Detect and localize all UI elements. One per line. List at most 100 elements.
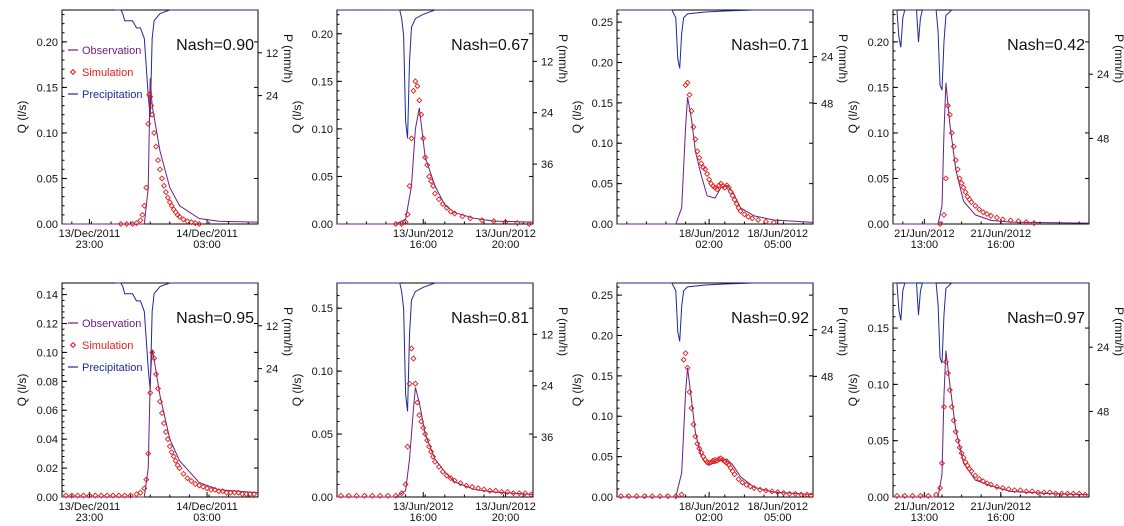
simulation-point <box>215 488 222 495</box>
simulation-point <box>729 192 736 199</box>
simulation-point <box>1031 220 1038 227</box>
simulation-point <box>987 481 995 488</box>
precipitation-line <box>617 9 813 69</box>
simulation-point <box>109 492 116 499</box>
simulation-point <box>725 184 732 191</box>
simulation-point <box>435 196 442 203</box>
simulation-point <box>909 492 916 499</box>
simulation-point <box>498 488 505 496</box>
simulation-point <box>968 199 975 206</box>
x-tick-label-date: 18/Jun/2012 <box>747 501 808 513</box>
simulation-point <box>657 493 664 500</box>
simulation-point <box>227 489 234 496</box>
simulation-point <box>223 489 230 496</box>
simulation-point <box>933 491 940 498</box>
y2-tick-label: 24 <box>1097 69 1109 81</box>
simulation-point <box>369 492 376 499</box>
simulation-point <box>443 472 450 479</box>
simulation-point <box>457 480 464 487</box>
simulation-point <box>684 79 691 86</box>
y2-tick-label: 12 <box>541 56 553 68</box>
simulation-point <box>713 457 720 464</box>
simulation-point <box>710 457 717 464</box>
simulation-point <box>422 154 429 161</box>
simulation-point <box>424 161 431 169</box>
plot-frame <box>616 9 814 225</box>
simulation-point <box>430 182 437 189</box>
x-tick-label-time: 13:00 <box>911 239 939 251</box>
observation-line <box>62 78 259 225</box>
precipitation-line <box>114 282 258 391</box>
simulation-point <box>412 380 419 387</box>
y2-tick-label: 24 <box>266 91 278 103</box>
simulation-point <box>942 358 949 365</box>
simulation-point <box>406 380 413 387</box>
simulation-point <box>141 202 148 209</box>
simulation-point <box>950 143 957 150</box>
simulation-point <box>727 188 734 195</box>
y-tick-label: 0.05 <box>312 429 333 441</box>
simulation-point <box>682 350 689 357</box>
simulation-point <box>698 449 705 456</box>
simulation-point <box>141 485 148 492</box>
simulation-point <box>426 173 433 180</box>
x-tick-label-time: 03:00 <box>193 239 221 251</box>
simulation-point <box>149 111 156 118</box>
simulation-point <box>962 189 969 196</box>
y-axis-label: Q (l/s) <box>15 374 29 407</box>
panel-3: 0.000.050.100.150.200.25244818/Jun/20120… <box>570 9 850 251</box>
simulation-point <box>755 216 762 223</box>
x-tick-label-time: 03:00 <box>193 512 221 524</box>
x-tick-label-date: 21/Jun/2012 <box>894 501 955 513</box>
y2-tick-label: 24 <box>266 364 278 376</box>
y-tick-label: 0.00 <box>868 219 889 231</box>
x-tick-label-time: 23:00 <box>76 512 104 524</box>
simulation-point <box>968 468 975 475</box>
y-tick-label: 0.10 <box>37 128 58 140</box>
simulation-point <box>649 493 656 500</box>
simulation-point <box>749 215 756 222</box>
simulation-point <box>184 475 191 482</box>
simulation-point <box>451 210 458 217</box>
y2-tick-label: 48 <box>821 371 833 383</box>
panel-5: 0.00 0.02 0.04 0.06 0.08 0.10 0.12 0.14 12 24 13/D… <box>15 282 295 524</box>
simulation-point <box>143 184 150 191</box>
x-tick-label-date: 21/Jun/2012 <box>971 228 1032 240</box>
simulation-point <box>1046 489 1053 496</box>
y-tick-label: 0.05 <box>37 173 58 185</box>
y2-tick-label: 48 <box>821 98 833 110</box>
y-tick-label: 0.12 <box>37 318 58 330</box>
y2-tick-label: 24 <box>541 108 553 120</box>
y-tick-label: 0.08 <box>37 376 58 388</box>
simulation-point <box>196 220 203 228</box>
simulation-point <box>424 437 431 444</box>
simulation-point <box>762 487 769 494</box>
simulation-point <box>715 182 722 189</box>
simulation-point <box>68 492 75 499</box>
simulation-point <box>158 410 165 417</box>
legend-precipitation-label: Precipitation <box>82 362 143 374</box>
simulation-point <box>123 220 130 228</box>
y-tick-label: 0.10 <box>592 411 613 423</box>
simulation-point <box>80 492 87 499</box>
x-tick-label-date: 13/Jun/2012 <box>475 228 536 240</box>
x-tick-label-date: 21/Jun/2012 <box>971 501 1032 513</box>
simulation-point <box>412 78 419 85</box>
y-tick-label: 0.15 <box>312 76 333 88</box>
precipitation-line <box>617 282 813 342</box>
simulation-point <box>426 443 433 450</box>
y-tick-label: 0.15 <box>868 82 889 94</box>
simulation-point <box>384 492 391 499</box>
simulation-point <box>428 178 435 185</box>
y-tick-label: 0.25 <box>592 290 613 302</box>
y-tick-label: 0.20 <box>37 37 58 49</box>
nash-score: Nash=0.97 <box>1007 310 1085 327</box>
simulation-point <box>486 487 493 494</box>
simulation-point <box>439 468 446 475</box>
simulation-point <box>92 492 99 499</box>
simulation-point <box>239 491 246 498</box>
simulation-point <box>156 398 164 405</box>
simulation-point <box>398 220 405 228</box>
simulation-point <box>143 476 150 483</box>
simulation-point <box>404 211 411 218</box>
